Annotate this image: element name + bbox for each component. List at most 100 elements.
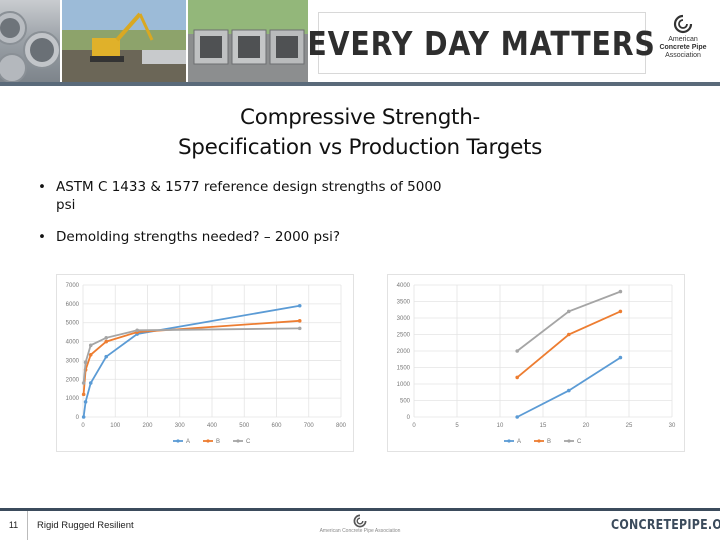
bullet-dot-icon: • [38, 229, 46, 245]
y-tick-label: 500 [400, 399, 411, 405]
data-point-b [618, 309, 623, 314]
y-tick-label: 3000 [66, 358, 80, 364]
data-point-b [297, 319, 302, 323]
x-tick-label: 30 [669, 423, 676, 429]
y-tick-label: 6000 [66, 302, 80, 308]
data-point-a [104, 354, 109, 359]
logo-line-3: Association [665, 52, 701, 59]
legend-label: C [577, 439, 582, 445]
y-tick-label: 5000 [66, 321, 80, 327]
legend-marker [537, 439, 541, 443]
y-tick-label: 3000 [397, 316, 411, 322]
data-point-c [135, 328, 139, 333]
bullet-text: ASTM C 1433 & 1577 reference design stre… [56, 179, 442, 213]
data-point-c [104, 336, 109, 340]
bullet-item: • ASTM C 1433 & 1577 reference design st… [38, 178, 458, 214]
y-tick-label: 1500 [397, 366, 411, 372]
y-tick-label: 4000 [66, 340, 80, 346]
x-tick-label: 500 [239, 423, 250, 429]
x-tick-label: 5 [455, 423, 459, 429]
series-line-a [516, 356, 621, 418]
x-tick-label: 600 [271, 423, 282, 429]
strength-chart-short: 0 500 1000 1500 2000 2500 3000 3500 4000 0 5 10 15 20… [387, 274, 685, 452]
chart-svg: 0 1000 2000 3000 4000 5000 6000 7000 0 100 200 300 4… [66, 283, 347, 445]
data-point-b [515, 375, 519, 380]
legend-marker [176, 439, 180, 443]
x-tick-label: 0 [412, 423, 416, 429]
header-photo-pipe-sections [188, 0, 308, 82]
data-point-a [515, 415, 519, 419]
series-line-b [82, 319, 300, 395]
x-tick-label: 20 [583, 423, 590, 429]
data-point-a [297, 303, 302, 308]
legend-label: B [547, 439, 551, 445]
strength-chart-hours: 0 1000 2000 3000 4000 5000 6000 7000 0 100 200 300 4… [56, 274, 354, 452]
data-point-b [81, 392, 86, 397]
chart-svg: 0 500 1000 1500 2000 2500 3000 3500 4000 0 5 10 15 20… [397, 283, 676, 445]
data-point-a [83, 400, 88, 404]
motto-text: EVERY DAY MATTERS [307, 23, 657, 63]
x-tick-label: 25 [626, 423, 633, 429]
data-point-c [515, 349, 519, 353]
y-tick-label: 2000 [397, 349, 411, 355]
data-point-b [88, 352, 93, 357]
series-line-c [82, 327, 300, 384]
data-point-c [567, 309, 571, 314]
x-tick-label: 300 [175, 423, 186, 429]
legend-marker [206, 439, 210, 443]
legend-label: C [246, 439, 251, 445]
logo-line-2: Concrete Pipe [659, 44, 707, 51]
y-tick-label: 2500 [397, 333, 411, 339]
slide-number: 11 [0, 511, 28, 540]
y-tick-label: 7000 [66, 283, 80, 289]
y-tick-label: 4000 [397, 283, 411, 289]
data-point-a [618, 355, 623, 360]
data-point-c [81, 381, 86, 385]
y-tick-label: 1000 [66, 396, 80, 402]
bullet-item: • Demolding strengths needed? – 2000 psi… [38, 228, 458, 246]
header-photo-pipes [0, 0, 60, 82]
bullet-dot-icon: • [38, 179, 46, 195]
legend-marker [507, 439, 511, 443]
x-tick-label: 15 [540, 423, 547, 429]
data-point-c [88, 343, 93, 348]
footer-logo-text: American Concrete Pipe Association [319, 528, 401, 534]
legend-label: B [216, 439, 220, 445]
title-line-2: Specification vs Production Targets [177, 135, 543, 160]
legend-marker [236, 439, 240, 443]
logo-line-1: American [668, 36, 698, 43]
footer-tagline: Rigid Rugged Resilient [37, 520, 134, 531]
title-line-1: Compressive Strength- [240, 105, 480, 130]
x-tick-label: 10 [497, 423, 504, 429]
data-point-c [297, 326, 302, 331]
y-tick-label: 0 [407, 415, 411, 421]
data-point-c [618, 289, 623, 294]
acpa-ring-icon [353, 514, 367, 528]
x-tick-label: 800 [336, 423, 347, 429]
x-tick-label: 200 [142, 423, 153, 429]
x-tick-label: 400 [207, 423, 218, 429]
acpa-ring-icon [673, 14, 693, 34]
website-link[interactable]: CONCRETEPIPE.ORG [611, 518, 720, 533]
data-point-a [567, 388, 571, 393]
data-point-b [104, 339, 109, 344]
legend-label: A [186, 439, 190, 445]
x-tick-label: 700 [304, 423, 315, 429]
header-photo-excavator [62, 0, 186, 82]
footer-logo: American Concrete Pipe Association [310, 514, 410, 535]
bullet-text: Demolding strengths needed? – 2000 psi? [56, 229, 341, 245]
legend-marker [567, 439, 571, 443]
header-divider [0, 82, 720, 86]
bullet-list: • ASTM C 1433 & 1577 reference design st… [38, 178, 458, 260]
data-point-a [81, 415, 86, 419]
legend-label: A [517, 439, 521, 445]
x-tick-label: 100 [110, 423, 121, 429]
y-tick-label: 2000 [66, 377, 80, 383]
data-point-a [88, 381, 93, 385]
y-tick-label: 0 [76, 415, 80, 421]
series-line-c [516, 290, 621, 352]
data-point-c [83, 360, 88, 365]
x-tick-label: 0 [81, 423, 85, 429]
header-banner: EVERY DAY MATTERS American Concrete Pipe… [0, 0, 720, 82]
motto-box: EVERY DAY MATTERS [308, 12, 655, 74]
